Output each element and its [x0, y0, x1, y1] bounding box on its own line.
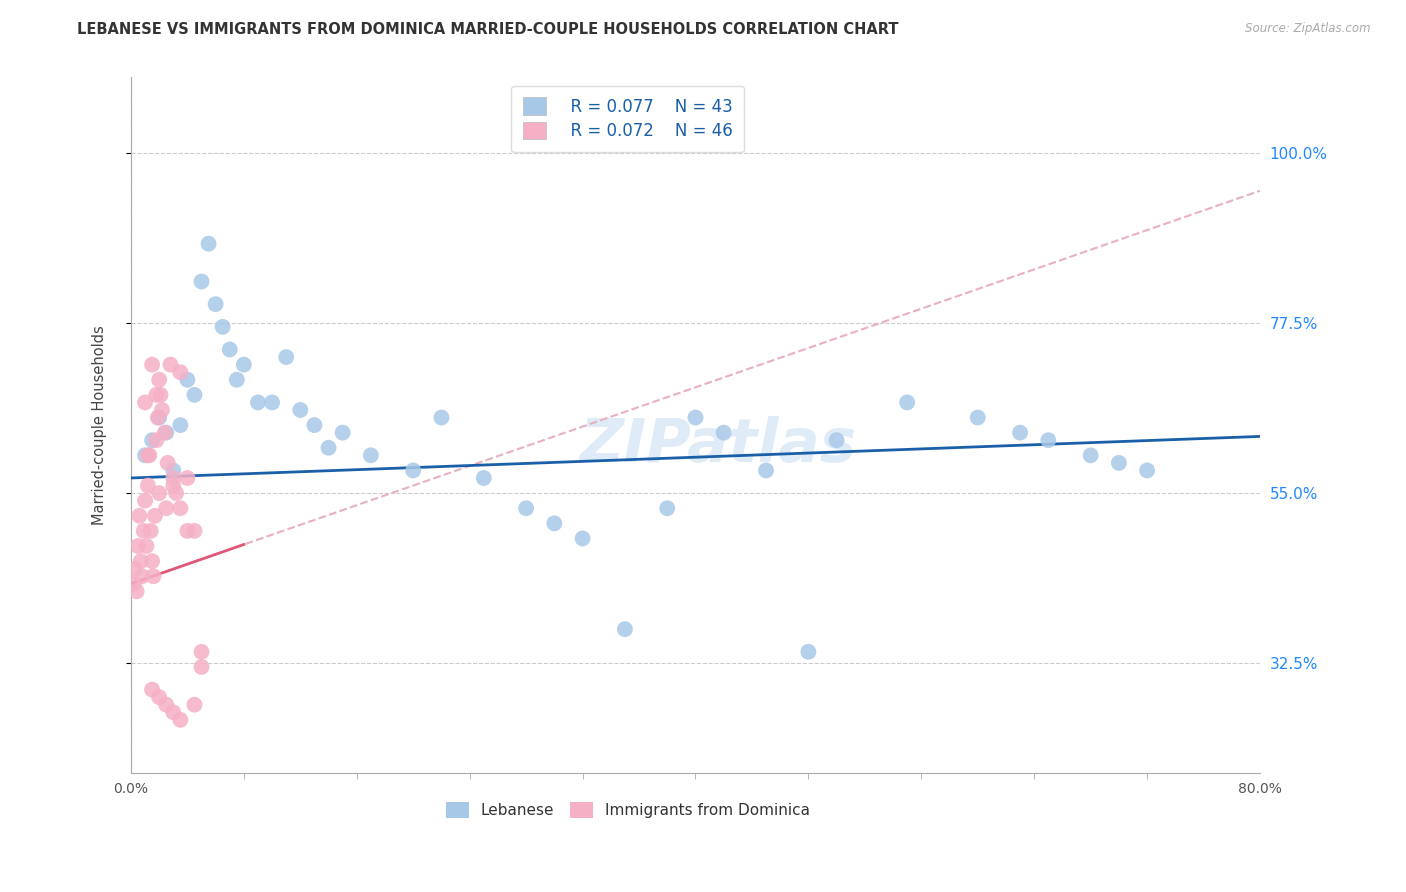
Y-axis label: Married-couple Households: Married-couple Households — [93, 326, 107, 525]
Point — [143, 508, 166, 523]
Point — [155, 698, 177, 712]
Point — [141, 358, 163, 372]
Point — [134, 493, 156, 508]
Point — [162, 706, 184, 720]
Point — [1080, 448, 1102, 462]
Point — [169, 501, 191, 516]
Text: Source: ZipAtlas.com: Source: ZipAtlas.com — [1246, 22, 1371, 36]
Point — [132, 524, 155, 538]
Point — [165, 486, 187, 500]
Point — [176, 524, 198, 538]
Point — [139, 524, 162, 538]
Point — [197, 236, 219, 251]
Point — [613, 622, 636, 636]
Point — [797, 645, 820, 659]
Point — [162, 471, 184, 485]
Point — [1038, 434, 1060, 448]
Point — [430, 410, 453, 425]
Point — [290, 403, 312, 417]
Point — [1108, 456, 1130, 470]
Point — [142, 569, 165, 583]
Point — [146, 410, 169, 425]
Point — [183, 524, 205, 538]
Point — [360, 448, 382, 462]
Point — [122, 576, 145, 591]
Point — [966, 410, 988, 425]
Point — [124, 562, 146, 576]
Point — [190, 645, 212, 659]
Point — [1136, 463, 1159, 477]
Point — [148, 486, 170, 500]
Point — [246, 395, 269, 409]
Point — [148, 410, 170, 425]
Point — [138, 448, 160, 462]
Point — [149, 388, 172, 402]
Point — [145, 388, 167, 402]
Point — [825, 434, 848, 448]
Point — [162, 478, 184, 492]
Point — [148, 373, 170, 387]
Point — [125, 584, 148, 599]
Point — [134, 395, 156, 409]
Legend: Lebanese, Immigrants from Dominica: Lebanese, Immigrants from Dominica — [440, 796, 815, 824]
Text: LEBANESE VS IMMIGRANTS FROM DOMINICA MARRIED-COUPLE HOUSEHOLDS CORRELATION CHART: LEBANESE VS IMMIGRANTS FROM DOMINICA MAR… — [77, 22, 898, 37]
Point — [571, 532, 593, 546]
Point — [128, 508, 150, 523]
Point — [332, 425, 354, 440]
Point — [685, 410, 707, 425]
Point — [262, 395, 284, 409]
Point — [183, 388, 205, 402]
Point — [232, 358, 254, 372]
Point — [136, 478, 159, 492]
Point — [225, 373, 247, 387]
Point — [141, 554, 163, 568]
Point — [155, 501, 177, 516]
Point — [169, 418, 191, 433]
Point — [169, 365, 191, 379]
Point — [145, 434, 167, 448]
Point — [896, 395, 918, 409]
Point — [127, 539, 149, 553]
Point — [276, 350, 298, 364]
Point — [1010, 425, 1032, 440]
Point — [190, 275, 212, 289]
Point — [129, 554, 152, 568]
Point — [136, 448, 159, 462]
Point — [156, 456, 179, 470]
Point — [204, 297, 226, 311]
Point — [169, 713, 191, 727]
Point — [135, 539, 157, 553]
Point — [211, 319, 233, 334]
Point — [176, 373, 198, 387]
Point — [190, 660, 212, 674]
Point — [150, 403, 173, 417]
Point — [159, 358, 181, 372]
Point — [183, 698, 205, 712]
Point — [162, 463, 184, 477]
Point — [755, 463, 778, 477]
Point — [304, 418, 326, 433]
Point — [713, 425, 735, 440]
Point — [515, 501, 537, 516]
Point — [134, 448, 156, 462]
Point — [148, 690, 170, 705]
Point — [402, 463, 425, 477]
Point — [657, 501, 679, 516]
Point — [141, 434, 163, 448]
Point — [131, 569, 153, 583]
Point — [218, 343, 240, 357]
Point — [543, 516, 565, 531]
Point — [472, 471, 495, 485]
Point — [153, 425, 176, 440]
Point — [155, 425, 177, 440]
Point — [318, 441, 340, 455]
Point — [141, 682, 163, 697]
Point — [176, 471, 198, 485]
Text: ZIPatlas: ZIPatlas — [579, 417, 856, 475]
